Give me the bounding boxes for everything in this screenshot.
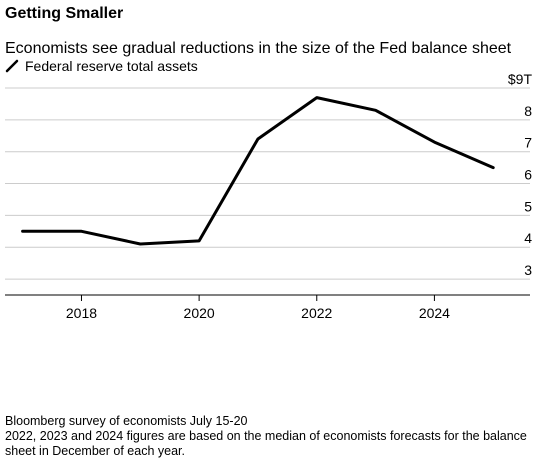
- x-tick-label: 2020: [184, 305, 215, 321]
- x-tick-label: 2022: [301, 305, 332, 321]
- chart-title: Getting Smaller: [5, 5, 124, 22]
- chart-subtitle: Economists see gradual reductions in the…: [5, 40, 512, 57]
- line-legend-icon: [5, 59, 19, 73]
- legend: Federal reserve total assets: [5, 58, 198, 74]
- series-line: [21, 96, 495, 246]
- y-tick-label: $9T: [508, 71, 533, 87]
- y-tick-label: 4: [524, 230, 532, 246]
- line-chart: 3 4 5 6 7 8 $9T 2018 2020 2022 2024: [5, 71, 533, 321]
- y-tick-label: 5: [524, 198, 532, 214]
- y-tick-label: 6: [524, 167, 532, 183]
- x-tick-label: 2018: [66, 305, 97, 321]
- methodology-note: 2022, 2023 and 2024 figures are based on…: [5, 429, 527, 458]
- footer: Bloomberg survey of economists July 15-2…: [5, 414, 545, 459]
- x-tick-label: 2024: [419, 305, 450, 321]
- y-tick-label: 8: [524, 103, 532, 119]
- legend-label: Federal reserve total assets: [25, 58, 198, 74]
- y-tick-label: 3: [524, 262, 532, 278]
- y-tick-label: 7: [524, 135, 532, 151]
- source-note: Bloomberg survey of economists July 15-2…: [5, 414, 248, 428]
